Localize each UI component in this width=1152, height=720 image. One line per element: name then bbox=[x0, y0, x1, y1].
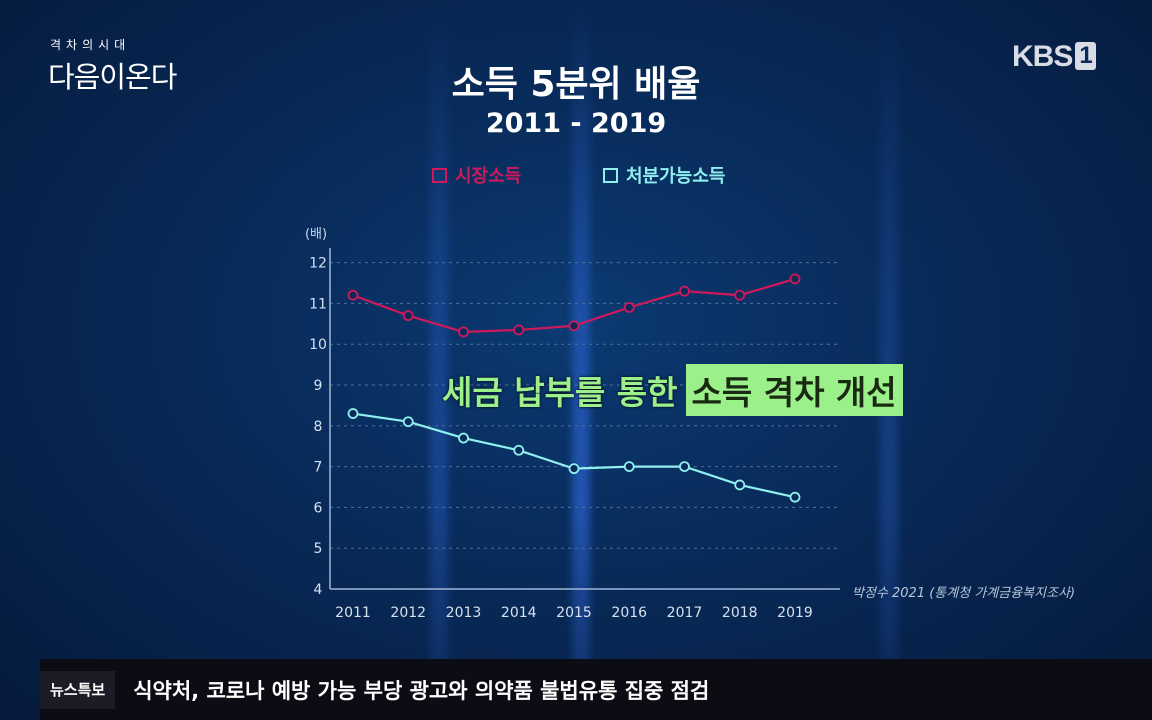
data-point bbox=[568, 463, 580, 475]
x-tick-label: 2013 bbox=[446, 605, 482, 621]
data-point bbox=[568, 320, 580, 332]
y-tick-label: 10 bbox=[309, 337, 327, 353]
data-point bbox=[623, 302, 635, 313]
series-line-disposable bbox=[352, 412, 796, 499]
data-point bbox=[402, 310, 414, 322]
light-beam bbox=[430, 0, 448, 720]
y-tick-label: 11 bbox=[309, 296, 327, 312]
annotation-highlight: 소득 격차 개선 bbox=[685, 364, 903, 416]
legend-square-icon bbox=[603, 167, 618, 183]
data-point bbox=[458, 326, 469, 338]
legend-item-disposable: 처분가능소득 bbox=[603, 162, 725, 188]
data-point bbox=[734, 479, 746, 491]
data-point bbox=[789, 491, 801, 503]
y-tick-label: 8 bbox=[314, 419, 323, 435]
data-point bbox=[623, 461, 635, 473]
data-point bbox=[347, 408, 359, 419]
data-point bbox=[679, 285, 690, 297]
y-tick-label: 4 bbox=[314, 582, 323, 598]
chart-subtitle: 2011 - 2019 bbox=[485, 108, 667, 139]
x-tick-label: 2014 bbox=[501, 605, 537, 621]
ticker-text: 식약처, 코로나 예방 가능 부당 광고와 의약품 불법유통 집중 점검 bbox=[133, 678, 710, 703]
y-tick-label: 9 bbox=[314, 378, 323, 394]
data-point bbox=[513, 324, 525, 336]
y-axis-label: (배) bbox=[305, 227, 327, 242]
ticker-label: 뉴스특보 bbox=[40, 670, 116, 709]
legend-label-market: 시장소득 bbox=[455, 166, 522, 187]
program-logo-top: 격차의시대 bbox=[50, 38, 131, 52]
legend-item-market: 시장소득 bbox=[432, 162, 521, 188]
y-tick-label: 12 bbox=[309, 256, 327, 272]
x-tick-label: 2015 bbox=[556, 605, 592, 621]
broadcaster-name: KBS bbox=[1012, 40, 1073, 73]
legend-square-icon bbox=[432, 167, 447, 183]
data-point bbox=[402, 416, 414, 428]
data-point bbox=[734, 289, 746, 301]
broadcaster-logo: KBS 1 bbox=[1012, 40, 1096, 74]
chart-source: 박정수 2021 (통계청 가계금융복지조사) bbox=[852, 586, 1076, 601]
data-point bbox=[347, 289, 359, 301]
x-tick-label: 2018 bbox=[722, 605, 758, 621]
news-ticker: 뉴스특보 식약처, 코로나 예방 가능 부당 광고와 의약품 불법유통 집중 점… bbox=[40, 659, 1152, 720]
light-beam bbox=[880, 0, 898, 720]
x-tick-label: 2016 bbox=[611, 605, 647, 621]
data-point bbox=[679, 461, 690, 473]
x-tick-label: 2012 bbox=[390, 605, 426, 621]
data-point bbox=[458, 432, 469, 444]
light-beam bbox=[572, 0, 590, 720]
x-tick-label: 2019 bbox=[777, 605, 813, 621]
y-tick-label: 6 bbox=[314, 500, 323, 516]
program-logo: 다음이온다 bbox=[48, 60, 177, 94]
x-tick-label: 2017 bbox=[667, 605, 703, 621]
y-tick-label: 7 bbox=[314, 460, 323, 476]
x-tick-label: 2011 bbox=[335, 605, 371, 621]
data-point bbox=[513, 444, 525, 456]
chart-title: 소득 5분위 배율 bbox=[451, 64, 701, 105]
chart-annotation: 세금 납부를 통한 소득 격차 개선 bbox=[442, 364, 903, 416]
broadcaster-channel: 1 bbox=[1075, 42, 1096, 70]
legend-label-disposable: 처분가능소득 bbox=[626, 166, 726, 187]
y-tick-label: 5 bbox=[314, 541, 323, 557]
annotation-lead: 세금 납부를 통한 bbox=[442, 373, 678, 412]
data-point bbox=[789, 273, 801, 285]
